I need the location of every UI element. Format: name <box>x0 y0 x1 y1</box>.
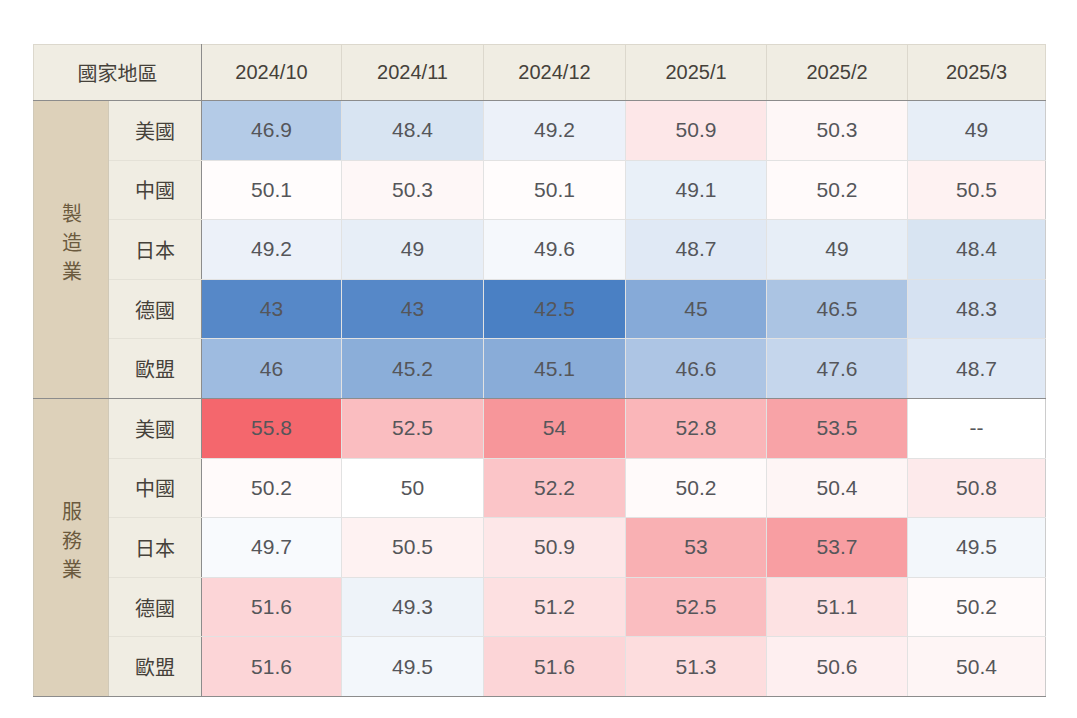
region-label-cell: 德國 <box>109 577 202 637</box>
value-cell: 50.5 <box>342 518 484 578</box>
value-cell: 50.8 <box>908 458 1046 518</box>
table-row: 中國50.150.350.149.150.250.5 <box>34 160 1046 220</box>
value-cell: 48.7 <box>908 339 1046 399</box>
value-cell: 48.7 <box>626 220 767 280</box>
value-cell: 50.2 <box>767 160 908 220</box>
table-row: 服務業美國55.852.55452.853.5-- <box>34 398 1046 458</box>
sector-label-cell: 製造業 <box>34 101 109 399</box>
sector-label: 製造業 <box>57 203 86 290</box>
value-cell: 49.5 <box>908 518 1046 578</box>
value-cell: 52.8 <box>626 398 767 458</box>
value-cell: 49.5 <box>342 637 484 697</box>
value-cell: 52.2 <box>484 458 626 518</box>
value-cell: 45.1 <box>484 339 626 399</box>
month-header: 2024/10 <box>202 45 342 101</box>
value-cell: 49 <box>342 220 484 280</box>
table-row: 製造業美國46.948.449.250.950.349 <box>34 101 1046 161</box>
table-row: 日本49.750.550.95353.749.5 <box>34 518 1046 578</box>
value-cell: 45.2 <box>342 339 484 399</box>
value-cell: 50.4 <box>767 458 908 518</box>
value-cell: 50.3 <box>767 101 908 161</box>
value-cell: 45 <box>626 279 767 339</box>
value-cell: 50.2 <box>626 458 767 518</box>
value-cell: 50.3 <box>342 160 484 220</box>
value-cell: 49.3 <box>342 577 484 637</box>
region-label-cell: 美國 <box>109 398 202 458</box>
table-row: 歐盟51.649.551.651.350.650.4 <box>34 637 1046 697</box>
value-cell: 53 <box>626 518 767 578</box>
value-cell: 49.2 <box>202 220 342 280</box>
value-cell: 50.9 <box>484 518 626 578</box>
value-cell: 46.5 <box>767 279 908 339</box>
month-header: 2025/2 <box>767 45 908 101</box>
header-row: 國家地區 2024/102024/112024/122025/12025/220… <box>34 45 1046 101</box>
month-header: 2025/1 <box>626 45 767 101</box>
value-cell: 49.7 <box>202 518 342 578</box>
value-cell: 53.7 <box>767 518 908 578</box>
value-cell: 51.2 <box>484 577 626 637</box>
value-cell: 50.6 <box>767 637 908 697</box>
value-cell: 43 <box>342 279 484 339</box>
value-cell: 43 <box>202 279 342 339</box>
region-label-cell: 德國 <box>109 279 202 339</box>
value-cell: 42.5 <box>484 279 626 339</box>
value-cell: 48.4 <box>342 101 484 161</box>
value-cell: 52.5 <box>626 577 767 637</box>
sector-label: 服務業 <box>57 501 86 588</box>
value-cell: 50 <box>342 458 484 518</box>
table-row: 德國434342.54546.548.3 <box>34 279 1046 339</box>
region-label-cell: 日本 <box>109 220 202 280</box>
region-label-cell: 美國 <box>109 101 202 161</box>
table-row: 中國50.25052.250.250.450.8 <box>34 458 1046 518</box>
value-cell: 47.6 <box>767 339 908 399</box>
table-row: 德國51.649.351.252.551.150.2 <box>34 577 1046 637</box>
value-cell: 53.5 <box>767 398 908 458</box>
month-header: 2024/11 <box>342 45 484 101</box>
region-label-cell: 日本 <box>109 518 202 578</box>
month-header: 2025/3 <box>908 45 1046 101</box>
value-cell: 51.3 <box>626 637 767 697</box>
value-cell: 50.2 <box>908 577 1046 637</box>
value-cell: 48.3 <box>908 279 1046 339</box>
value-cell: 50.1 <box>484 160 626 220</box>
pmi-heatmap-table: 國家地區 2024/102024/112024/122025/12025/220… <box>33 44 1046 697</box>
value-cell: 50.2 <box>202 458 342 518</box>
value-cell: 51.6 <box>202 637 342 697</box>
value-cell: 50.9 <box>626 101 767 161</box>
region-label-cell: 中國 <box>109 160 202 220</box>
value-cell: 46.6 <box>626 339 767 399</box>
table-row: 日本49.24949.648.74948.4 <box>34 220 1046 280</box>
value-cell: -- <box>908 398 1046 458</box>
value-cell: 51.1 <box>767 577 908 637</box>
row-group-header: 國家地區 <box>34 45 202 101</box>
value-cell: 49.1 <box>626 160 767 220</box>
value-cell: 55.8 <box>202 398 342 458</box>
region-label-cell: 歐盟 <box>109 637 202 697</box>
page: 國家地區 2024/102024/112024/122025/12025/220… <box>0 0 1077 718</box>
table-row: 歐盟4645.245.146.647.648.7 <box>34 339 1046 399</box>
value-cell: 48.4 <box>908 220 1046 280</box>
value-cell: 52.5 <box>342 398 484 458</box>
value-cell: 54 <box>484 398 626 458</box>
table-body: 製造業美國46.948.449.250.950.349中國50.150.350.… <box>34 101 1046 697</box>
sector-label-cell: 服務業 <box>34 398 109 696</box>
value-cell: 49 <box>767 220 908 280</box>
value-cell: 50.1 <box>202 160 342 220</box>
value-cell: 46.9 <box>202 101 342 161</box>
value-cell: 50.4 <box>908 637 1046 697</box>
pmi-table-container: 國家地區 2024/102024/112024/122025/12025/220… <box>33 44 1046 697</box>
value-cell: 50.5 <box>908 160 1046 220</box>
value-cell: 49.2 <box>484 101 626 161</box>
value-cell: 51.6 <box>202 577 342 637</box>
value-cell: 49 <box>908 101 1046 161</box>
value-cell: 46 <box>202 339 342 399</box>
region-label-cell: 中國 <box>109 458 202 518</box>
value-cell: 51.6 <box>484 637 626 697</box>
region-label-cell: 歐盟 <box>109 339 202 399</box>
value-cell: 49.6 <box>484 220 626 280</box>
month-header: 2024/12 <box>484 45 626 101</box>
